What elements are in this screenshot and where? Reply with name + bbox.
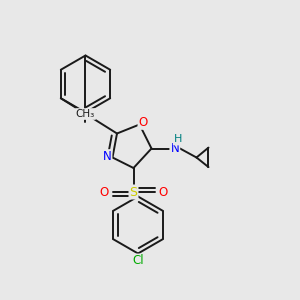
Text: CH₃: CH₃ [76,109,95,119]
Text: O: O [158,185,167,199]
Text: O: O [139,116,148,129]
Text: S: S [130,185,137,199]
Text: H: H [174,134,182,145]
Text: N: N [103,150,112,163]
Text: Cl: Cl [132,254,144,268]
Text: O: O [100,185,109,199]
Text: N: N [170,142,179,155]
